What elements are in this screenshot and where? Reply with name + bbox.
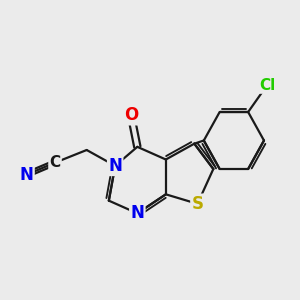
Text: C: C [50,155,61,170]
Text: N: N [130,204,144,222]
Text: S: S [191,195,203,213]
Text: Cl: Cl [259,78,275,93]
Text: N: N [20,166,34,184]
Text: N: N [108,157,122,175]
Text: O: O [124,106,138,124]
